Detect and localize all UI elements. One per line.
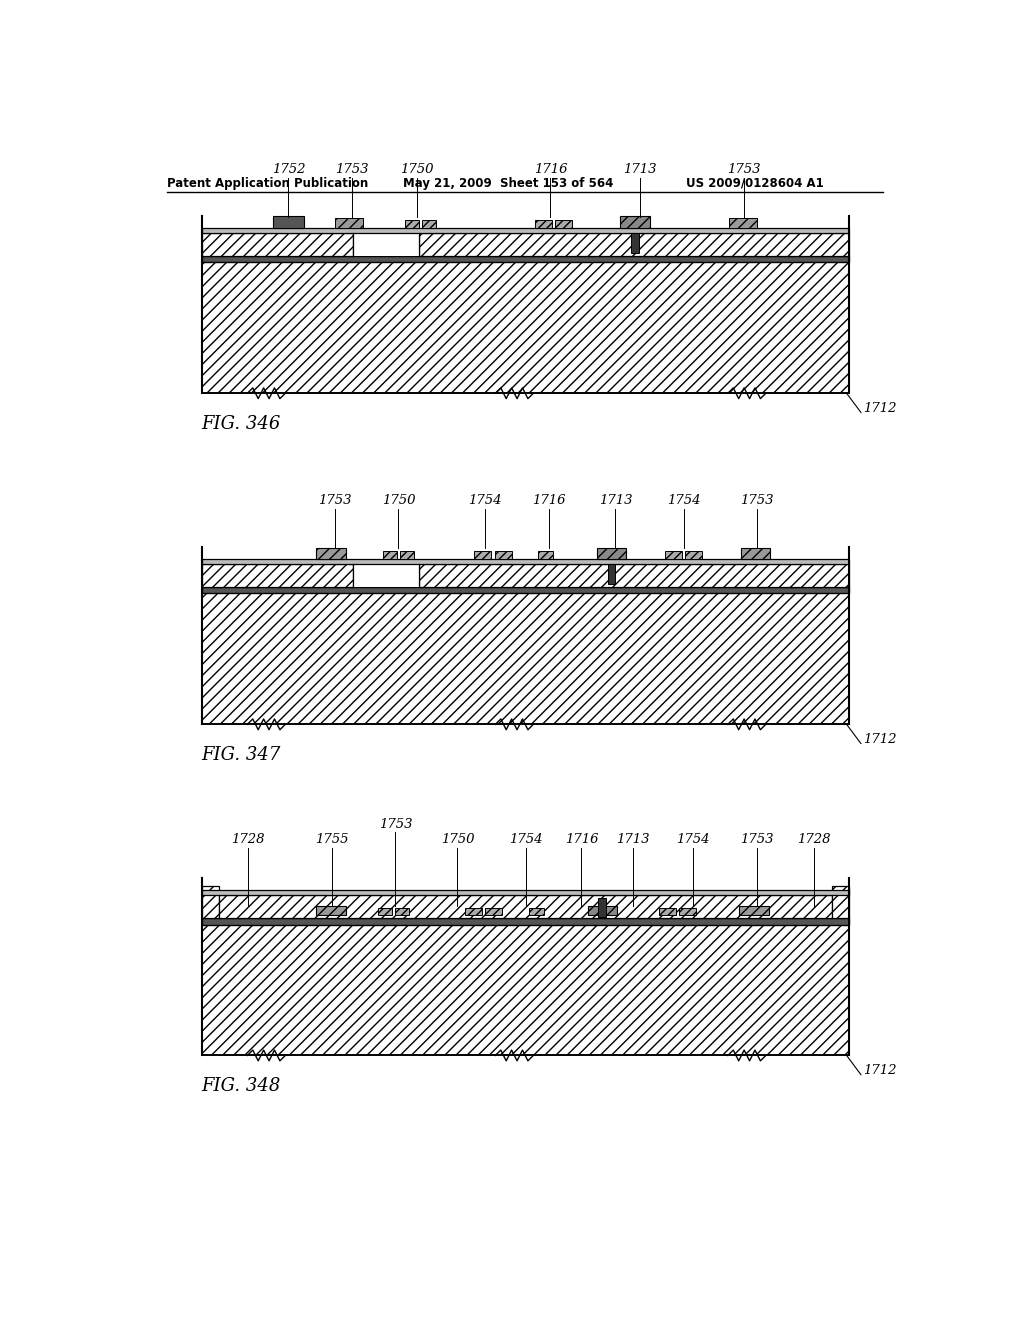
Bar bbox=[202, 564, 352, 587]
Bar bbox=[588, 906, 617, 915]
Bar bbox=[383, 552, 397, 558]
Bar bbox=[535, 220, 552, 227]
Bar bbox=[831, 886, 849, 919]
Text: 1753: 1753 bbox=[379, 817, 412, 830]
Bar bbox=[202, 558, 849, 564]
Bar bbox=[538, 552, 554, 558]
Text: US 2009/0128604 A1: US 2009/0128604 A1 bbox=[686, 177, 823, 190]
Bar bbox=[555, 220, 572, 227]
Bar bbox=[495, 552, 512, 558]
Bar bbox=[528, 908, 544, 915]
Bar bbox=[352, 564, 419, 587]
Bar bbox=[202, 890, 849, 895]
Bar bbox=[273, 216, 304, 227]
Text: FIG. 346: FIG. 346 bbox=[202, 414, 281, 433]
Bar bbox=[202, 587, 849, 594]
Text: 1712: 1712 bbox=[862, 733, 896, 746]
Text: FIG. 347: FIG. 347 bbox=[202, 746, 281, 764]
Bar bbox=[739, 906, 769, 915]
Bar bbox=[598, 899, 606, 917]
Bar bbox=[485, 908, 503, 915]
Bar bbox=[419, 234, 849, 256]
Text: 1755: 1755 bbox=[315, 833, 348, 846]
Text: 1753: 1753 bbox=[739, 494, 773, 507]
Text: 1716: 1716 bbox=[532, 494, 565, 507]
Text: Patent Application Publication: Patent Application Publication bbox=[167, 177, 368, 190]
Text: 1752: 1752 bbox=[271, 164, 305, 176]
Text: 1713: 1713 bbox=[623, 164, 656, 176]
Bar bbox=[474, 552, 492, 558]
Text: 1754: 1754 bbox=[468, 494, 502, 507]
Text: 1712: 1712 bbox=[862, 1064, 896, 1077]
Text: FIG. 348: FIG. 348 bbox=[202, 1077, 281, 1096]
Bar bbox=[404, 220, 419, 227]
Bar bbox=[422, 220, 435, 227]
Bar bbox=[202, 924, 849, 1056]
Text: 1754: 1754 bbox=[676, 833, 710, 846]
Bar bbox=[202, 594, 849, 725]
Bar bbox=[419, 564, 849, 587]
Bar bbox=[202, 234, 352, 256]
Text: 1753: 1753 bbox=[335, 164, 369, 176]
Bar bbox=[202, 886, 219, 919]
Bar bbox=[202, 919, 849, 924]
Bar bbox=[685, 552, 702, 558]
Bar bbox=[631, 234, 639, 253]
Bar bbox=[607, 564, 615, 585]
Text: 1750: 1750 bbox=[382, 494, 415, 507]
Bar bbox=[219, 895, 831, 919]
Text: 1750: 1750 bbox=[440, 833, 474, 846]
Bar bbox=[316, 906, 346, 915]
Text: 1753: 1753 bbox=[318, 494, 351, 507]
Text: May 21, 2009  Sheet 153 of 564: May 21, 2009 Sheet 153 of 564 bbox=[403, 177, 613, 190]
Bar bbox=[665, 552, 682, 558]
Bar bbox=[202, 227, 849, 234]
Text: 1754: 1754 bbox=[509, 833, 543, 846]
Bar bbox=[316, 548, 346, 558]
Bar bbox=[465, 908, 482, 915]
Bar bbox=[378, 908, 392, 915]
Bar bbox=[400, 552, 414, 558]
Text: 1753: 1753 bbox=[739, 833, 773, 846]
Bar bbox=[352, 234, 419, 256]
Text: 1712: 1712 bbox=[862, 401, 896, 414]
Bar bbox=[741, 548, 770, 558]
Text: 1728: 1728 bbox=[797, 833, 830, 846]
Bar bbox=[597, 548, 627, 558]
Text: 1713: 1713 bbox=[615, 833, 649, 846]
Text: 1754: 1754 bbox=[667, 494, 700, 507]
Bar bbox=[202, 256, 849, 263]
Bar bbox=[679, 908, 696, 915]
Bar bbox=[395, 908, 410, 915]
Text: 1753: 1753 bbox=[727, 164, 761, 176]
Text: 1713: 1713 bbox=[599, 494, 632, 507]
Bar bbox=[621, 216, 649, 227]
Text: 1716: 1716 bbox=[534, 164, 567, 176]
Text: 1716: 1716 bbox=[564, 833, 598, 846]
Bar bbox=[202, 263, 849, 393]
Bar bbox=[335, 218, 362, 227]
Bar bbox=[658, 908, 676, 915]
Text: 1750: 1750 bbox=[400, 164, 434, 176]
Bar bbox=[729, 218, 757, 227]
Text: 1728: 1728 bbox=[231, 833, 265, 846]
